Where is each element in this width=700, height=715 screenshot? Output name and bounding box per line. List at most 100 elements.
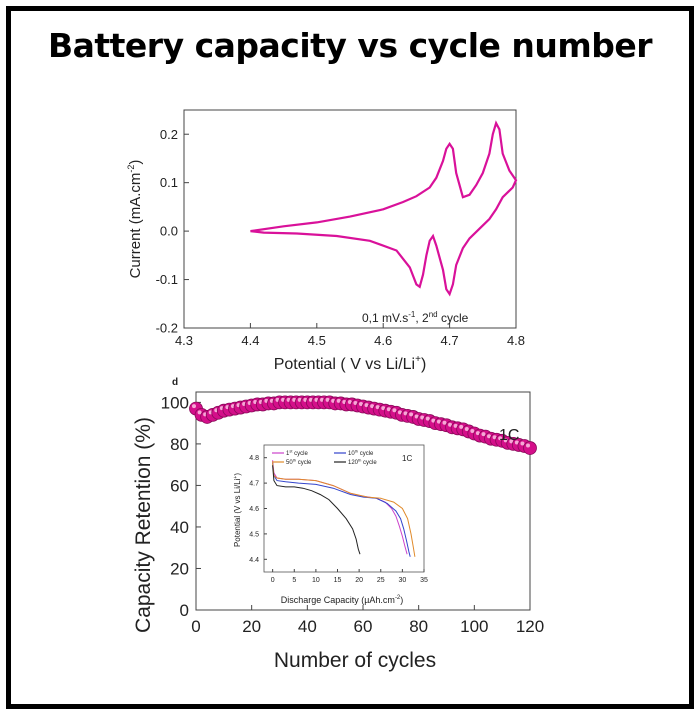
retention-point-highlight <box>487 434 492 439</box>
inset-y-tick-label: 4.4 <box>249 557 259 564</box>
inset-series-50 <box>272 462 416 557</box>
retention-point-highlight <box>386 407 391 412</box>
retention-point-highlight <box>359 402 363 407</box>
inset-y-tick-label: 4.6 <box>249 506 259 513</box>
retention-point-highlight <box>464 426 469 431</box>
retention-point-highlight <box>503 438 508 443</box>
inset-series-10 <box>272 462 411 557</box>
retention-point-highlight <box>431 418 436 423</box>
inset-x-tick-label: 20 <box>355 577 363 584</box>
retention-y-axis-label: Capacity Retention (%) <box>132 417 155 633</box>
inset-rate-annotation: 1C <box>402 454 412 463</box>
retention-point-highlight <box>448 422 453 427</box>
inset-legend-label: 10th cycle <box>348 449 374 458</box>
retention-y-tick-label: 20 <box>170 559 189 578</box>
retention-point-highlight <box>375 405 380 410</box>
retention-y-tick-label: 100 <box>161 393 189 412</box>
retention-y-tick-label: 0 <box>180 601 189 620</box>
retention-x-tick-label: 80 <box>409 617 428 636</box>
retention-x-tick-label: 20 <box>242 617 261 636</box>
retention-point-highlight <box>436 419 441 424</box>
retention-x-tick-label: 0 <box>191 617 200 636</box>
retention-point-highlight <box>392 408 397 413</box>
cv-y-tick-label: 0.2 <box>160 127 178 142</box>
retention-point-highlight <box>192 404 196 409</box>
retention-x-tick-label: 40 <box>298 617 317 636</box>
retention-panel-label: d <box>172 377 178 388</box>
inset-x-tick-label: 5 <box>292 577 296 584</box>
inset-series <box>272 460 416 557</box>
cv-plot-area <box>183 109 517 329</box>
retention-x-tick-label: 100 <box>460 617 488 636</box>
inset-legend: 1st cycle 10th cycle 50th cycle 120th cycle <box>272 449 377 467</box>
retention-point-highlight <box>475 431 480 436</box>
inset-x-tick-label: 0 <box>271 577 275 584</box>
cv-curve-series <box>250 120 518 297</box>
retention-point-highlight <box>442 420 447 425</box>
retention-y-tick-label: 40 <box>170 518 189 537</box>
inset-y-tick-label: 4.7 <box>249 481 259 488</box>
retention-point-highlight <box>420 415 425 420</box>
inset-series-120 <box>272 465 361 555</box>
retention-y-tick-label: 60 <box>170 476 189 495</box>
retention-point-highlight <box>414 414 419 419</box>
inset-legend-label: 50th cycle <box>286 458 312 467</box>
cv-x-tick-label: 4.5 <box>308 333 326 348</box>
retention-point-highlight <box>520 441 525 446</box>
figure-title: Battery capacity vs cycle number <box>47 26 653 65</box>
inset-x-tick-label: 25 <box>377 577 385 584</box>
cv-x-tick-label: 4.8 <box>507 333 525 348</box>
retention-point-highlight <box>498 436 503 441</box>
cv-y-tick-label: -0.1 <box>156 272 178 287</box>
cv-y-tick-label: 0.0 <box>160 224 178 239</box>
retention-point-highlight <box>470 429 475 434</box>
cv-x-tick-label: 4.7 <box>441 333 459 348</box>
retention-point-highlight <box>481 432 486 437</box>
retention-point-highlight <box>397 410 402 415</box>
inset-x-tick-label: 35 <box>420 577 428 584</box>
inset-y-tick-label: 4.5 <box>249 531 259 538</box>
retention-point-highlight <box>353 400 358 405</box>
inset-x-tick-label: 15 <box>334 577 342 584</box>
retention-y-tick-label: 80 <box>170 435 189 454</box>
retention-point-highlight <box>526 443 530 448</box>
retention-point-highlight <box>459 424 464 429</box>
retention-point-highlight <box>403 411 408 416</box>
retention-point-highlight <box>509 439 514 444</box>
cv-x-tick-label: 4.6 <box>374 333 392 348</box>
retention-point-highlight <box>364 403 369 408</box>
retention-point-highlight <box>197 410 202 415</box>
retention-point-highlight <box>347 399 352 404</box>
inset-y-tick-label: 4.8 <box>249 455 259 462</box>
cv-x-axis-label: Potential ( V vs Li/Li+) <box>274 354 427 373</box>
retention-x-axis-label: Number of cycles <box>274 649 436 672</box>
inset-legend-label: 1st cycle <box>286 449 308 458</box>
inset-y-axis-label: Potential (V vs Li/Li+) <box>233 473 242 547</box>
cv-y-tick-label: 0.1 <box>160 175 178 190</box>
cv-y-axis-label: Current (mA.cm-2) <box>126 160 144 279</box>
retention-point-highlight <box>514 440 519 445</box>
retention-x-tick-label: 120 <box>516 617 544 636</box>
cv-y-tick-label: -0.2 <box>156 321 178 336</box>
retention-point-highlight <box>453 423 458 428</box>
retention-point-highlight <box>425 416 430 421</box>
inset-discharge-chart: 0 5 10 15 20 25 30 354.44.54.64.74.8 1st cycle 1… <box>226 438 430 605</box>
retention-point-highlight <box>409 412 414 417</box>
retention-point-highlight <box>336 398 341 403</box>
inset-x-tick-label: 10 <box>312 577 320 584</box>
cv-axes: 4.3 4.4 4.5 4.6 4.7 4.8 -0.2 -0.1 0.0 0.1 0.2 <box>156 127 525 348</box>
cv-x-tick-label: 4.4 <box>241 333 259 348</box>
cv-chart: 4.3 4.4 4.5 4.6 4.7 4.8 -0.2 -0.1 0.0 0.1 0.2 0,1 … <box>126 109 525 373</box>
inset-axes: 0 5 10 15 20 25 30 35 4.4 4.5 4.6 4.7 4.8 <box>249 455 428 584</box>
retention-point <box>523 441 537 455</box>
retention-point-highlight <box>370 404 375 409</box>
cv-x-tick-label: 4.3 <box>175 333 193 348</box>
retention-point-highlight <box>325 397 330 402</box>
inset-x-axis-label: Discharge Capacity (µAh.cm-2) <box>281 595 404 605</box>
retention-x-tick-label: 60 <box>354 617 373 636</box>
inset-legend-label: 120th cycle <box>348 458 377 467</box>
retention-points <box>189 395 537 455</box>
retention-point-highlight <box>381 406 386 411</box>
cv-scan-rate-annotation: 0,1 mV.s-1, 2nd cycle <box>362 310 469 325</box>
